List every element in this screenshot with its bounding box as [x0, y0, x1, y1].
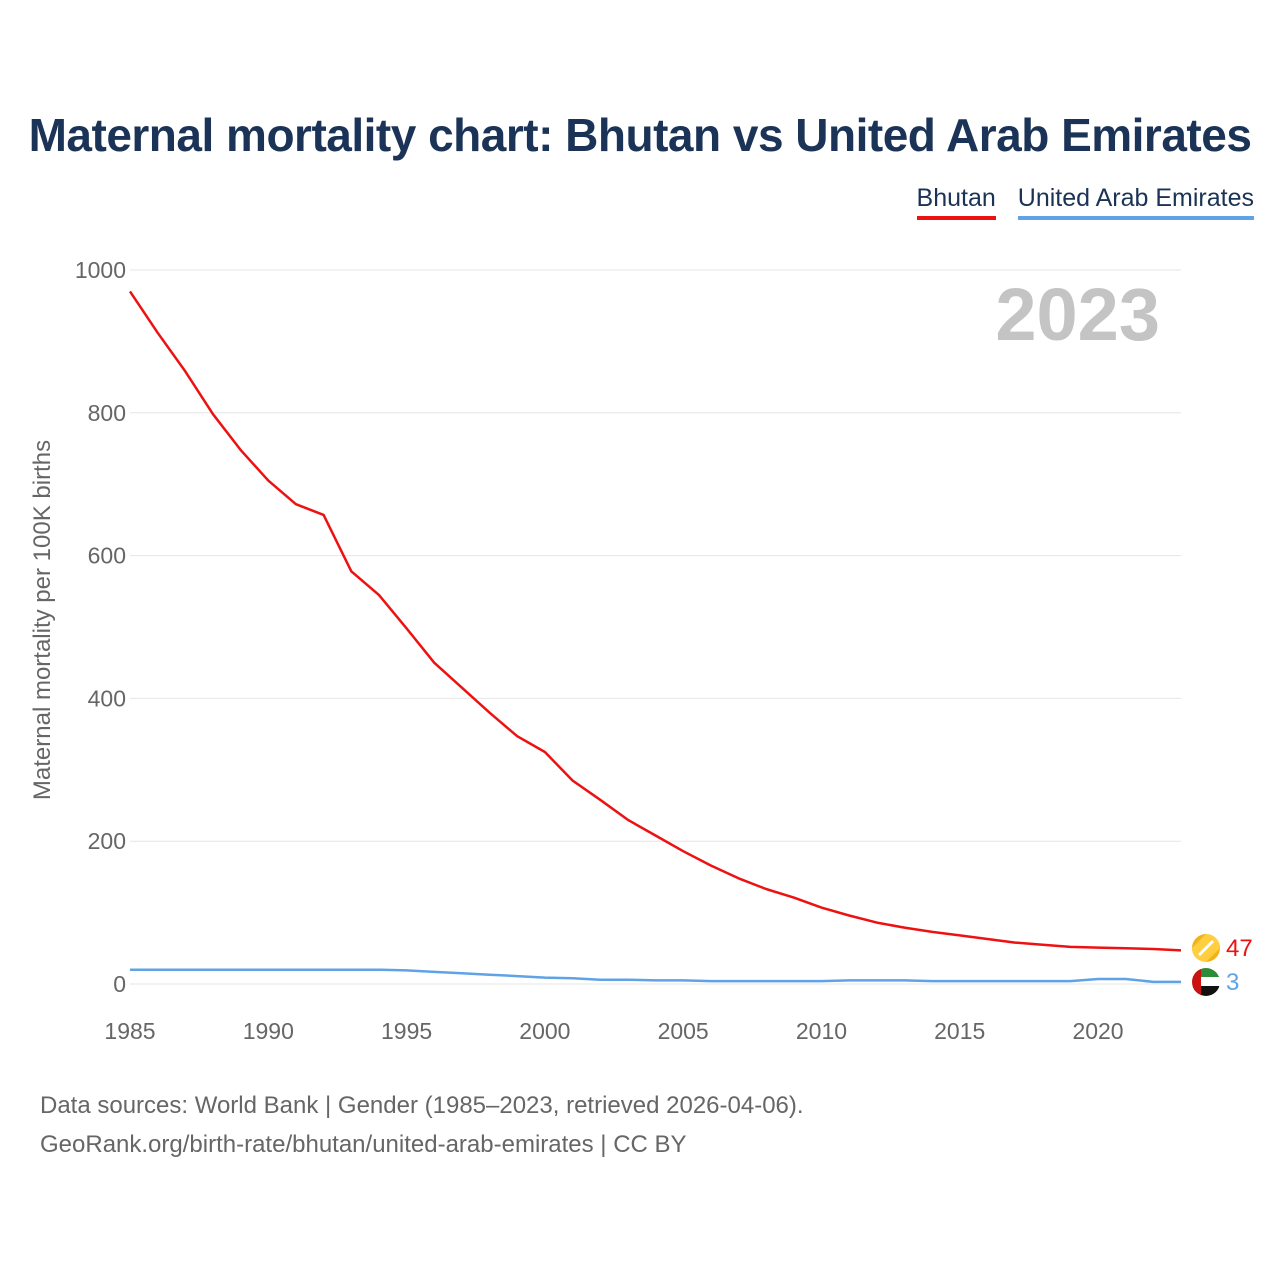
- x-tick-label: 1985: [104, 1018, 155, 1044]
- y-tick-label: 1000: [75, 257, 126, 283]
- uae-flag-icon: [1192, 968, 1220, 996]
- page-title: Maternal mortality chart: Bhutan vs Unit…: [28, 109, 1252, 161]
- y-tick-label: 600: [88, 543, 126, 569]
- y-tick-label: 0: [113, 971, 126, 997]
- end-label-bhutan: 47: [1226, 935, 1253, 962]
- legend: Bhutan United Arab Emirates: [916, 183, 1254, 220]
- line-chart: 0 200 400 600 800 1000 1985 1990 1995 2000 2005 20…: [29, 257, 1253, 1044]
- x-tick-label: 2020: [1072, 1018, 1123, 1044]
- y-tick-label: 200: [88, 828, 126, 854]
- bhutan-flag-icon: [1192, 934, 1220, 962]
- x-tick-label: 1995: [381, 1018, 432, 1044]
- y-axis-label: Maternal mortality per 100K births: [29, 440, 56, 800]
- y-tick-label: 800: [88, 400, 126, 426]
- year-watermark: 2023: [995, 273, 1160, 356]
- x-tick-label: 2015: [934, 1018, 985, 1044]
- end-label-uae: 3: [1226, 969, 1239, 996]
- y-axis-ticks: 0 200 400 600 800 1000: [75, 257, 126, 997]
- data-source-text: Data sources: World Bank | Gender (1985–…: [40, 1092, 804, 1119]
- x-tick-label: 2005: [658, 1018, 709, 1044]
- attribution-text[interactable]: GeoRank.org/birth-rate/bhutan/united-ara…: [40, 1131, 687, 1158]
- legend-item-bhutan[interactable]: Bhutan: [916, 183, 996, 220]
- legend-item-uae[interactable]: United Arab Emirates: [1017, 183, 1254, 220]
- footer: Data sources: World Bank | Gender (1985–…: [40, 1086, 804, 1164]
- y-tick-label: 400: [88, 685, 126, 711]
- grid-lines: [130, 269, 1181, 985]
- series-lines: [128, 290, 1182, 984]
- series-line-uae: [130, 968, 1181, 984]
- x-tick-label: 2000: [519, 1018, 570, 1044]
- x-tick-label: 1990: [243, 1018, 294, 1044]
- x-axis-ticks: 1985 1990 1995 2000 2005 2010 2015 2020: [104, 1018, 1123, 1044]
- x-tick-label: 2010: [796, 1018, 847, 1044]
- series-line-bhutan: [128, 290, 1182, 952]
